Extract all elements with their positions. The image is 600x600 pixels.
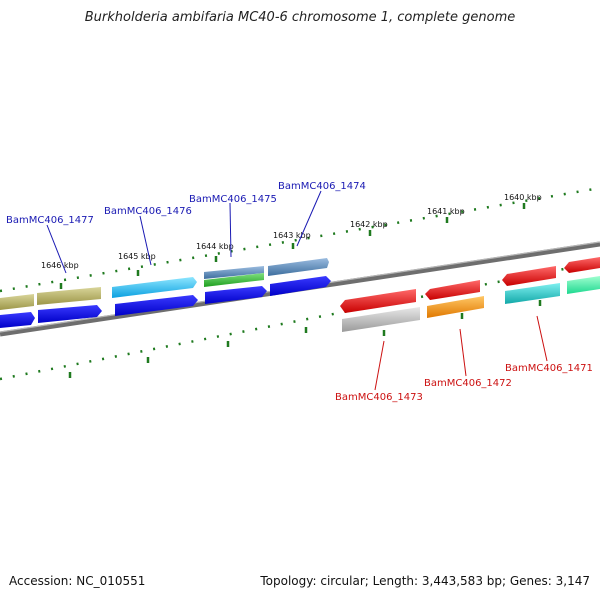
outer-tick-track	[0, 186, 600, 293]
tick-label: 1644 kbp	[196, 242, 234, 251]
leader-line	[229, 202, 232, 258]
leader-line	[459, 328, 467, 377]
forward-genes-row2	[0, 276, 331, 328]
leader-line	[46, 224, 67, 274]
gene-feature[interactable]	[204, 266, 264, 279]
gene-label[interactable]: BamMC406_1476	[104, 206, 192, 217]
gene-feature[interactable]	[204, 273, 264, 287]
gene-label[interactable]: BamMC406_1471	[505, 363, 593, 374]
forward-genes	[0, 258, 329, 310]
gene-feature[interactable]	[112, 277, 197, 298]
map-title: Burkholderia ambifaria MC40-6 chromosome…	[84, 10, 516, 25]
gene-feature[interactable]	[340, 289, 416, 313]
leader-line	[536, 315, 548, 362]
outer-major-ticks	[59, 203, 526, 289]
tick-label: 1642 kbp	[350, 220, 388, 229]
reverse-genes	[340, 257, 600, 332]
tick-label: 1645 kbp	[118, 252, 156, 261]
gene-feature[interactable]	[427, 296, 484, 318]
gene-label[interactable]: BamMC406_1474	[278, 181, 366, 192]
gene-feature[interactable]	[564, 257, 600, 273]
gene-feature[interactable]	[342, 307, 420, 332]
reverse-gene-labels: BamMC406_1473 BamMC406_1472 BamMC406_147…	[335, 363, 593, 403]
leader-line	[139, 215, 152, 266]
reverse-label-leaders	[374, 315, 548, 391]
tick-label: 1641 kbp	[427, 207, 465, 216]
gene-feature[interactable]	[567, 276, 600, 294]
gene-feature[interactable]	[115, 295, 198, 316]
accession-text: Accession: NC_010551	[9, 574, 146, 588]
tick-label: 1646 kbp	[41, 261, 79, 270]
gene-feature[interactable]	[502, 266, 556, 286]
gene-feature[interactable]	[270, 276, 331, 296]
leader-line	[296, 190, 322, 247]
genome-stats-text: Topology: circular; Length: 3,443,583 bp…	[260, 574, 590, 588]
gene-feature[interactable]	[205, 286, 267, 304]
gene-label[interactable]: BamMC406_1475	[189, 194, 277, 205]
gene-feature[interactable]	[268, 258, 329, 276]
gene-label[interactable]: BamMC406_1473	[335, 392, 423, 403]
tick-label: 1643 kbp	[273, 231, 311, 240]
gene-feature[interactable]	[0, 294, 34, 310]
inner-major-ticks	[68, 300, 542, 378]
gene-feature[interactable]	[37, 287, 101, 305]
gene-feature[interactable]	[38, 305, 102, 323]
gene-label[interactable]: BamMC406_1472	[424, 378, 512, 389]
gene-label[interactable]: BamMC406_1477	[6, 215, 94, 226]
forward-label-leaders	[46, 190, 322, 274]
forward-gene-labels: BamMC406_1477 BamMC406_1476 BamMC406_147…	[6, 181, 366, 226]
gene-feature[interactable]	[425, 280, 480, 300]
leader-line	[374, 340, 385, 391]
tick-labels: 1646 kbp 1645 kbp 1644 kbp 1643 kbp 1642…	[41, 193, 542, 270]
tick-label: 1640 kbp	[504, 193, 542, 202]
gene-feature[interactable]	[505, 283, 560, 304]
gene-feature[interactable]	[0, 312, 35, 328]
